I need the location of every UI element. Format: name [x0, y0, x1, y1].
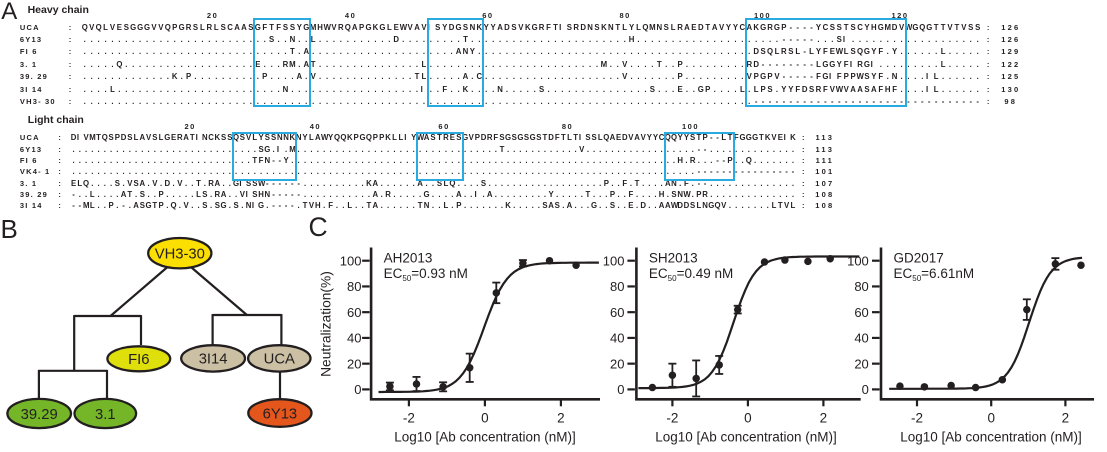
svg-text:80: 80	[610, 279, 624, 294]
svg-text:SH2013: SH2013	[649, 251, 698, 266]
svg-text:40: 40	[854, 331, 868, 346]
svg-text:-2: -2	[403, 411, 415, 426]
svg-text:60: 60	[347, 305, 361, 320]
svg-text:80: 80	[347, 279, 361, 294]
svg-text:100: 100	[603, 253, 625, 268]
svg-text:UCA: UCA	[264, 352, 295, 368]
svg-text:20: 20	[610, 356, 624, 371]
svg-text:100: 100	[340, 253, 362, 268]
svg-text:2: 2	[820, 411, 828, 426]
svg-text:VH3-30: VH3-30	[155, 246, 205, 262]
svg-text:0: 0	[862, 382, 869, 397]
svg-text:GD2017: GD2017	[894, 251, 944, 266]
svg-text:Log10 [Ab concentration (nM)]: Log10 [Ab concentration (nM)]	[900, 430, 1082, 445]
svg-text:80: 80	[854, 279, 868, 294]
svg-text:20: 20	[854, 356, 868, 371]
svg-text:EC50=6.61nM: EC50=6.61nM	[894, 266, 975, 283]
svg-text:-2: -2	[911, 411, 923, 426]
svg-text:2: 2	[557, 411, 565, 426]
svg-text:39.29: 39.29	[21, 407, 58, 423]
svg-text:60: 60	[854, 305, 868, 320]
svg-text:100: 100	[847, 253, 869, 268]
svg-text:FI6: FI6	[128, 352, 149, 368]
svg-text:6Y13: 6Y13	[263, 406, 298, 422]
svg-text:0: 0	[481, 411, 489, 426]
svg-text:0: 0	[354, 382, 361, 397]
svg-text:Log10 [Ab concentration (nM)]: Log10 [Ab concentration (nM)]	[655, 430, 837, 445]
svg-text:0: 0	[987, 411, 995, 426]
svg-text:40: 40	[610, 331, 624, 346]
svg-text:-2: -2	[666, 411, 678, 426]
svg-text:AH2013: AH2013	[384, 251, 433, 266]
svg-text:Neutralization(%): Neutralization(%)	[319, 271, 334, 377]
svg-text:2: 2	[1062, 411, 1070, 426]
svg-text:20: 20	[347, 356, 361, 371]
svg-text:0: 0	[744, 411, 752, 426]
svg-text:3.1: 3.1	[95, 407, 116, 423]
svg-text:3I14: 3I14	[199, 352, 228, 368]
svg-text:0: 0	[617, 382, 624, 397]
svg-text:40: 40	[347, 331, 361, 346]
svg-text:60: 60	[610, 305, 624, 320]
svg-text:Log10 [Ab concentration (nM)]: Log10 [Ab concentration (nM)]	[394, 430, 576, 445]
